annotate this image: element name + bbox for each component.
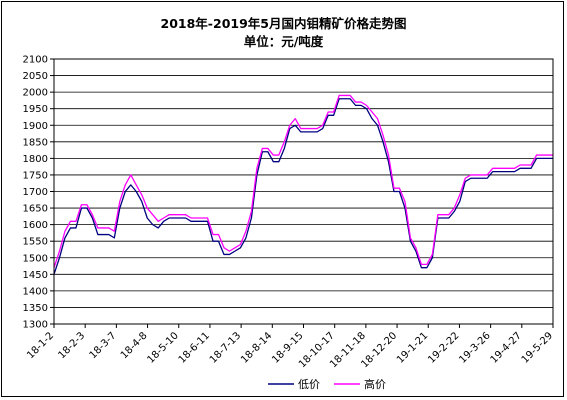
y-tick-label: 1900 bbox=[23, 121, 48, 132]
y-tick-label: 1500 bbox=[23, 253, 48, 264]
y-tick-label: 1550 bbox=[23, 237, 48, 248]
x-tick-label: 18-4-8 bbox=[119, 330, 150, 361]
y-tick-label: 1600 bbox=[23, 220, 48, 231]
y-tick-label: 1850 bbox=[23, 137, 48, 148]
y-axis-ticks: 1300 1350 1400 1450 1500 1550 1600 1650 1700 1750… bbox=[23, 55, 54, 331]
x-tick-label: 19-4-27 bbox=[489, 330, 524, 365]
y-tick-label: 1650 bbox=[23, 204, 48, 215]
x-tick-label: 19-5-29 bbox=[520, 330, 555, 365]
series-line-high bbox=[53, 94, 553, 268]
y-tick-label: 1400 bbox=[23, 286, 48, 297]
legend-label: 低价 bbox=[298, 378, 320, 391]
series-lines bbox=[53, 94, 553, 275]
legend-label: 高价 bbox=[364, 377, 386, 391]
x-tick-label: 18-3-7 bbox=[88, 330, 119, 361]
y-tick-label: 1450 bbox=[23, 270, 48, 281]
x-tick-label: 18-2-3 bbox=[56, 330, 87, 361]
y-tick-label: 2100 bbox=[23, 55, 48, 66]
x-tick-label: 18-5-10 bbox=[145, 330, 180, 365]
y-tick-label: 1950 bbox=[23, 104, 48, 115]
chart-subtitle: 单位：元/吨度 bbox=[243, 34, 324, 49]
y-tick-label: 2050 bbox=[23, 71, 48, 82]
plot-area-border bbox=[53, 58, 554, 325]
grid-lines bbox=[54, 75, 553, 308]
y-tick-label: 1300 bbox=[23, 320, 48, 331]
y-tick-label: 1800 bbox=[23, 154, 48, 165]
x-tick-label: 19-1-21 bbox=[395, 330, 430, 365]
x-tick-label: 18-1-2 bbox=[25, 330, 56, 361]
x-tick-label: 18-6-11 bbox=[177, 330, 212, 365]
y-tick-label: 1700 bbox=[23, 187, 48, 198]
chart-title: 2018年-2019年5月国内钼精矿价格走势图 bbox=[160, 16, 407, 31]
x-axis-ticks: 18-1-2 18-2-3 18-3-7 18-4-818-5-1018-6-1118… bbox=[25, 324, 555, 370]
x-tick-label: 18-7-13 bbox=[208, 330, 243, 365]
y-tick-label: 2000 bbox=[23, 88, 48, 99]
series-line-low bbox=[53, 98, 553, 275]
x-tick-label: 19-3-26 bbox=[457, 330, 492, 365]
x-tick-label: 18-8-14 bbox=[239, 330, 274, 365]
y-tick-label: 1750 bbox=[23, 170, 48, 181]
x-tick-label: 19-2-22 bbox=[426, 330, 461, 365]
legend: 低价 高价 bbox=[268, 377, 386, 391]
y-tick-label: 1350 bbox=[23, 303, 48, 314]
